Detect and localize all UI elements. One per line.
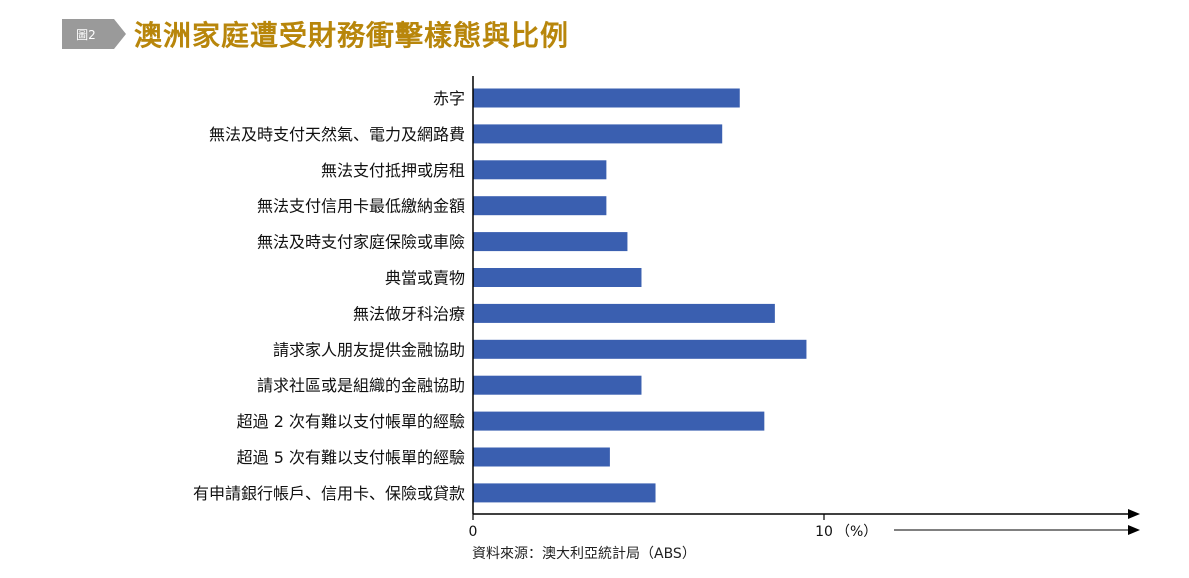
bar [473, 88, 740, 108]
category-label: 無法支付信用卡最低繳納金額 [257, 197, 465, 216]
x-tick-label: 10 [815, 524, 833, 540]
x-axis-unit-label: （%） [836, 524, 877, 540]
category-label: 赤字 [433, 89, 465, 108]
category-label: 有申請銀行帳戶、信用卡、保險或貸款 [193, 484, 465, 503]
bar [473, 447, 610, 467]
x-axis-arrow [1128, 509, 1140, 519]
bar [473, 268, 642, 287]
bar [473, 196, 607, 216]
category-label: 無法支付抵押或房租 [321, 161, 465, 180]
category-label: 超過 5 次有難以支付帳單的經驗 [237, 448, 465, 467]
bar [473, 339, 807, 359]
bar [473, 160, 607, 180]
x-tick-label: 0 [469, 524, 478, 540]
category-label: 無法做牙科治療 [353, 304, 465, 323]
chart-header: 圖2 澳洲家庭遭受財務衝擊樣態與比例 [62, 16, 569, 52]
chart-title: 澳洲家庭遭受財務衝擊樣態與比例 [134, 19, 570, 52]
bar [473, 411, 765, 431]
category-label: 超過 2 次有難以支付帳單的經驗 [237, 412, 465, 431]
category-label: 無法及時支付家庭保險或車險 [257, 233, 465, 252]
bar [473, 375, 642, 395]
bar [473, 483, 656, 503]
category-label: 請求社區或是組織的金融協助 [257, 376, 465, 395]
bar [473, 232, 628, 252]
category-label: 無法及時支付天然氣、電力及網路費 [209, 125, 465, 144]
unit-guide-arrow [1128, 525, 1140, 535]
category-label: 請求家人朋友提供金融協助 [273, 340, 465, 359]
figure-label: 圖2 [62, 19, 126, 49]
source-note: 資料來源：澳大利亞統計局（ABS） [472, 546, 696, 562]
bar [473, 124, 723, 144]
category-label: 典當或賣物 [385, 269, 465, 288]
bar [473, 303, 775, 323]
